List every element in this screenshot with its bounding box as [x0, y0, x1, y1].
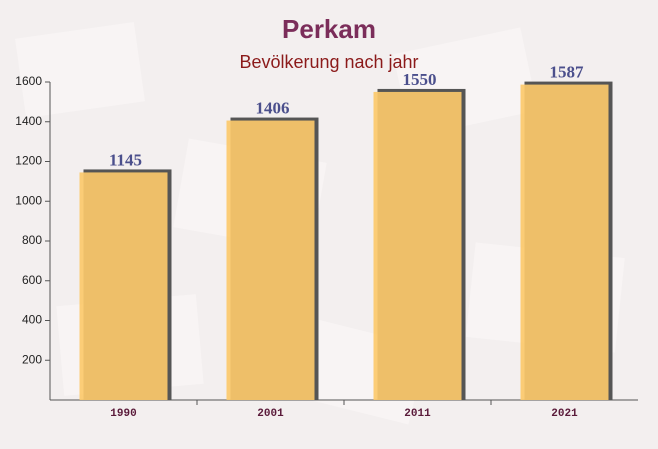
value-label: 1406 [256, 98, 290, 117]
y-tick-label: 400 [22, 313, 42, 327]
x-tick-label: 2001 [257, 408, 284, 420]
chart-subtitle: Bevölkerung nach jahr [239, 52, 418, 72]
x-tick-label: 2021 [551, 408, 578, 420]
chart-title: Perkam [282, 14, 376, 44]
bar [373, 91, 462, 400]
bar [226, 120, 315, 401]
x-tick-label: 2011 [404, 408, 431, 420]
y-tick-label: 1400 [15, 114, 42, 128]
y-tick-label: 1600 [15, 74, 42, 88]
y-tick-label: 800 [22, 233, 42, 247]
y-tick-label: 1000 [15, 193, 42, 207]
bar [520, 84, 609, 401]
bar [79, 172, 168, 400]
value-label: 1587 [550, 62, 585, 81]
x-tick-label: 1990 [110, 408, 136, 420]
value-label: 1145 [109, 150, 142, 169]
y-tick-label: 1200 [15, 154, 42, 168]
y-tick-label: 600 [22, 273, 42, 287]
y-tick-label: 200 [22, 352, 42, 366]
value-label: 1550 [403, 70, 437, 89]
